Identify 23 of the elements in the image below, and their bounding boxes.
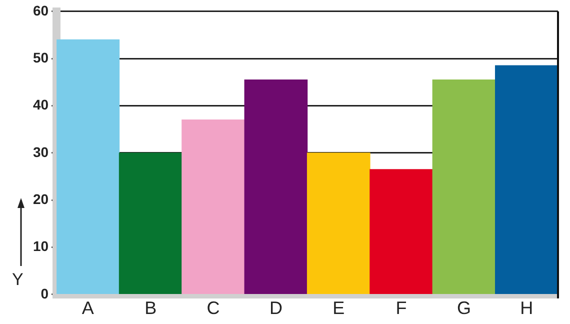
bar — [244, 79, 308, 294]
x-tick-label: E — [332, 298, 345, 318]
bar — [182, 120, 245, 294]
x-tick-label: A — [82, 298, 94, 318]
y-tick-label: 30 — [32, 144, 49, 160]
bar — [494, 65, 558, 294]
y-tick-label: 20 — [32, 190, 49, 207]
y-axis-title: Y — [12, 270, 24, 290]
x-tick-label: H — [520, 298, 534, 318]
x-tick-label: B — [144, 298, 157, 318]
y-tick-label: 0 — [40, 285, 49, 302]
x-tick-label: D — [269, 298, 282, 318]
y-tick-label: 60 — [32, 2, 49, 18]
y-tick-label: 10 — [32, 238, 49, 254]
bar — [306, 152, 370, 294]
bar — [370, 169, 433, 294]
bar — [432, 79, 496, 294]
bar — [118, 152, 182, 294]
x-tick-label: F — [396, 298, 407, 318]
x-tick-label: C — [206, 298, 220, 318]
y-tick-label: 50 — [32, 49, 49, 66]
x-tick-label: G — [456, 298, 471, 318]
y-tick-label: 40 — [32, 96, 49, 113]
